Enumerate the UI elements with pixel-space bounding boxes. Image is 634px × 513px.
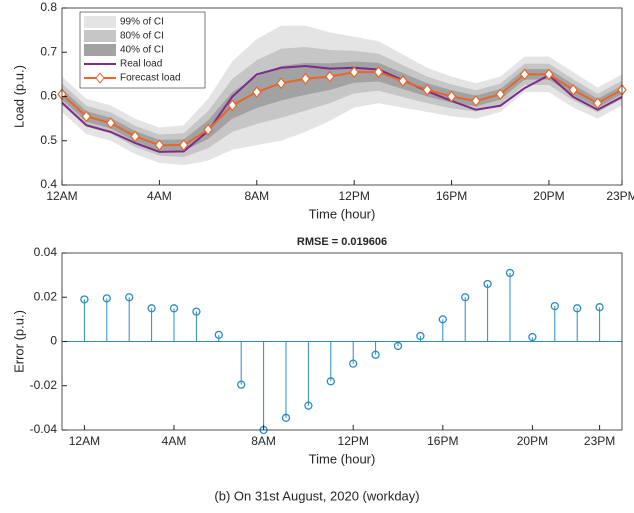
marker (105, 117, 116, 130)
stem-marker (595, 303, 604, 312)
x-tick-label: 4AM (147, 189, 172, 203)
stem-marker (326, 377, 335, 386)
marker (276, 77, 286, 90)
stem-marker (147, 304, 156, 313)
y-tick-label: 0.4 (40, 177, 57, 191)
stem-marker (169, 304, 179, 313)
marker (130, 130, 140, 143)
marker (471, 94, 481, 107)
marker (203, 123, 213, 136)
stem-marker (438, 315, 447, 324)
y-axis-label: Error (p.u.) (11, 310, 26, 373)
stem-marker (505, 268, 515, 278)
legend-label: 80% of CI (120, 31, 164, 42)
x-tick-label: 4AM (162, 434, 187, 448)
x-axis-label: Time (hour) (309, 206, 376, 221)
marker (398, 75, 408, 87)
stem-marker (416, 331, 425, 341)
marker (154, 139, 165, 152)
stem-marker (483, 279, 492, 289)
marker (592, 97, 603, 110)
y-tick-label: 0.02 (34, 289, 58, 303)
x-tick-label: 12AM (46, 189, 77, 203)
stem-marker (125, 293, 134, 302)
stem-marker (80, 295, 89, 304)
x-axis-label: Time (hour) (309, 451, 376, 466)
y-tick-label: 0.8 (40, 0, 57, 14)
marker (227, 99, 238, 112)
marker (446, 90, 457, 103)
marker (349, 66, 359, 79)
x-tick-label: 12AM (69, 434, 100, 448)
stem-marker (237, 380, 246, 389)
legend-label: Forecast load (120, 73, 181, 84)
marker (325, 70, 335, 83)
x-tick-label: 16PM (427, 434, 458, 448)
x-tick-label: 16PM (436, 189, 467, 203)
stem-marker (102, 294, 111, 303)
stem-marker (528, 332, 537, 342)
stem-marker (550, 301, 559, 311)
stem-marker (461, 293, 470, 302)
y-tick-label: -0.02 (30, 378, 58, 392)
y-axis-label: Load (p.u.) (11, 65, 26, 128)
marker (252, 86, 262, 99)
x-tick-label: 8AM (244, 189, 269, 203)
y-tick-label: 0 (50, 334, 57, 348)
marker (495, 88, 506, 101)
legend-marker (95, 72, 105, 84)
marker (81, 110, 92, 123)
stem-marker (192, 307, 201, 316)
line (61, 64, 623, 153)
legend-swatch (84, 30, 116, 42)
stem-marker (281, 413, 291, 422)
legend-swatch (84, 16, 116, 28)
legend-swatch (84, 44, 116, 56)
stem-marker (573, 304, 582, 313)
legend-label: Real load (120, 59, 162, 70)
stem-marker (214, 330, 223, 340)
marker (544, 68, 554, 81)
x-tick-label: 23PM (584, 434, 615, 448)
y-tick-label: 0.6 (40, 89, 57, 103)
x-tick-label: 12PM (338, 434, 369, 448)
legend-label: 40% of CI (120, 45, 164, 56)
stem-marker (304, 401, 313, 410)
ci-band (62, 61, 622, 151)
y-tick-label: 0.04 (34, 245, 58, 259)
stem-marker (371, 350, 380, 359)
caption: (b) On 31st August, 2020 (workday) (214, 488, 419, 503)
stem-marker (393, 341, 403, 351)
marker (373, 66, 384, 79)
marker (178, 139, 189, 152)
x-tick-label: 23PM (606, 189, 634, 203)
marker (300, 72, 311, 85)
y-tick-label: 0.7 (40, 44, 57, 58)
chart-title: RMSE = 0.019606 (297, 236, 387, 248)
x-tick-label: 8AM (251, 434, 276, 448)
marker (422, 83, 432, 96)
x-tick-label: 20PM (533, 189, 564, 203)
marker (519, 68, 530, 81)
axes-box (61, 7, 623, 186)
axes-box (61, 252, 623, 431)
y-tick-label: 0.5 (40, 133, 57, 147)
y-tick-label: -0.04 (30, 422, 58, 436)
x-tick-label: 20PM (517, 434, 548, 448)
stem-marker (349, 359, 358, 368)
marker (568, 83, 579, 96)
x-tick-label: 12PM (338, 189, 369, 203)
legend-label: 99% of CI (120, 17, 164, 28)
